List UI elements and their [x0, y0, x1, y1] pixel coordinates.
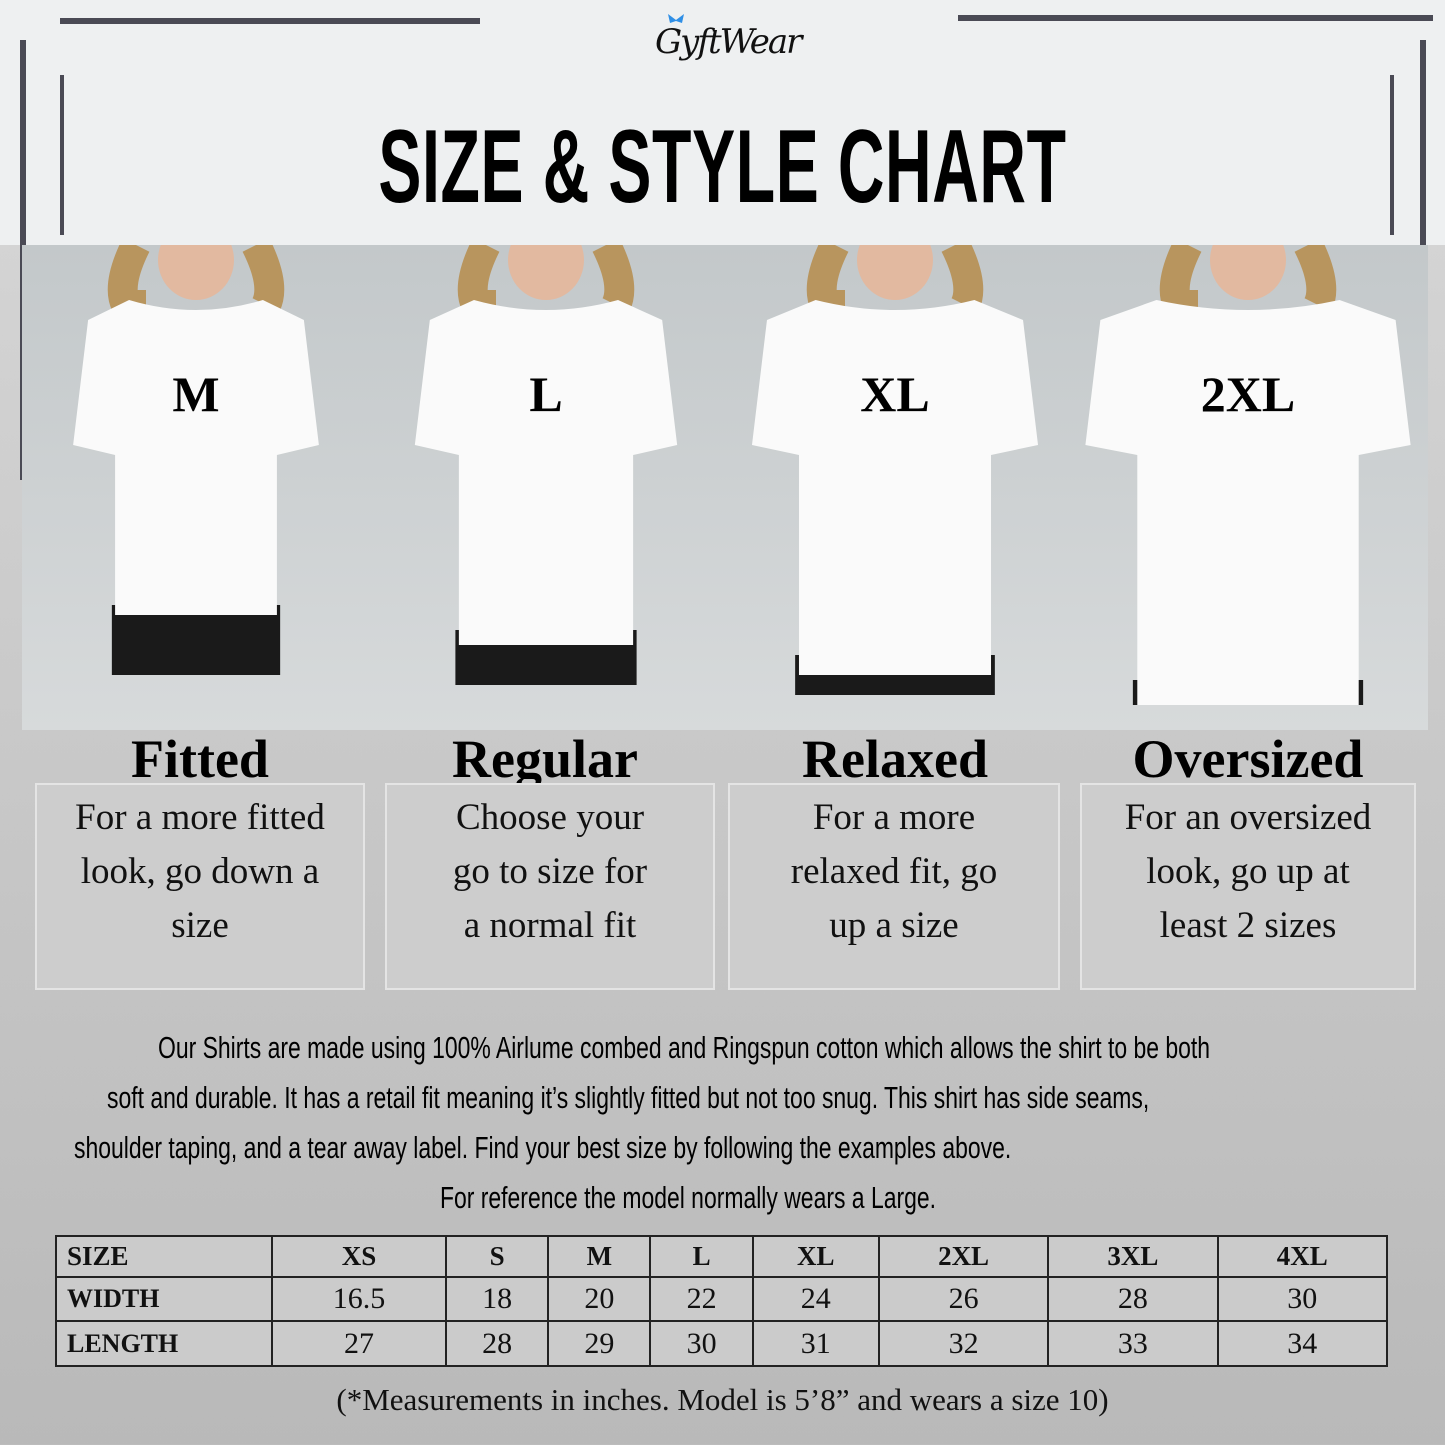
- brand-logo: [668, 14, 684, 23]
- fit-description-line: For a more: [812, 797, 976, 838]
- table-header-row: SIZE XS S M L XL 2XL 3XL 4XL: [55, 1235, 1389, 1278]
- description-line: Our Shirts are made using 100% Airlume c…: [158, 1030, 1211, 1065]
- model-photo-l: L: [370, 245, 722, 730]
- fit-description-line: size: [171, 905, 229, 946]
- page-title: SIZE & STYLE CHART: [378, 109, 1067, 225]
- size-label: M: [172, 366, 220, 422]
- table-cell: LENGTH: [55, 1320, 273, 1367]
- table-cell: 28: [445, 1320, 550, 1367]
- table-header-cell: L: [649, 1235, 754, 1278]
- model-photo-m: M: [22, 245, 370, 730]
- table-cell: 24: [751, 1275, 880, 1323]
- fit-title: Fitted: [131, 729, 269, 789]
- size-label: 2XL: [1200, 366, 1296, 422]
- table-cell: 31: [751, 1320, 880, 1367]
- frame-line: [60, 18, 480, 24]
- table-cell: 18: [445, 1275, 550, 1323]
- table-cell: 26: [877, 1275, 1050, 1323]
- description-line: soft and durable. It has a retail fit me…: [107, 1080, 1150, 1115]
- fit-title: Oversized: [1132, 729, 1364, 789]
- fit-description-line: Choose your: [455, 797, 645, 838]
- description-line: For reference the model normally wears a…: [440, 1180, 936, 1215]
- table-cell: 32: [877, 1320, 1050, 1367]
- table-row: LENGTH 27 28 29 30 31 32 33 34: [55, 1320, 1389, 1367]
- fit-description-line: look, go up at: [1146, 851, 1350, 892]
- fit-description-line: relaxed fit, go: [790, 851, 998, 892]
- frame-line: [60, 75, 64, 235]
- table-header-cell: 2XL: [877, 1235, 1050, 1278]
- fit-description: Choose your go to size for a normal fit: [385, 783, 715, 990]
- fit-description-line: up a size: [829, 905, 959, 946]
- footnote: (*Measurements in inches. Model is 5’8” …: [336, 1382, 1109, 1417]
- table-header-cell: XS: [270, 1235, 448, 1278]
- table-row: WIDTH 16.5 18 20 22 24 26 28 30: [55, 1275, 1389, 1323]
- fit-description: For a more fitted look, go down a size: [35, 783, 365, 990]
- table-header-cell: S: [445, 1235, 550, 1278]
- fit-description-line: go to size for: [452, 851, 648, 892]
- header: [0, 0, 1445, 245]
- table-cell: 30: [649, 1320, 754, 1367]
- size-table: SIZE XS S M L XL 2XL 3XL 4XL WIDTH 16.5 18 20 22 24 26 2…: [55, 1235, 1389, 1367]
- table-header-cell: 3XL: [1047, 1235, 1219, 1278]
- table-cell: 30: [1216, 1275, 1389, 1323]
- table-cell: 29: [547, 1320, 652, 1367]
- table-header-cell: M: [547, 1235, 652, 1278]
- brand-logo-text: GyftWear: [655, 22, 802, 62]
- fit-description: For an oversized look, go up at least 2 si…: [1080, 783, 1416, 990]
- size-label: XL: [860, 366, 930, 422]
- table-header-cell: XL: [751, 1235, 880, 1278]
- fit-description-line: look, go down a: [80, 851, 320, 892]
- fit-description-line: For a more fitted: [75, 797, 325, 838]
- frame-line: [1390, 75, 1394, 235]
- table-cell: 27: [270, 1320, 448, 1367]
- fit-description-line: For an oversized: [1124, 797, 1372, 838]
- table-cell: WIDTH: [55, 1275, 273, 1323]
- description-line: shoulder taping, and a tear away label. …: [74, 1130, 1012, 1165]
- table-cell: 16.5: [270, 1275, 448, 1323]
- table-cell: 28: [1047, 1275, 1219, 1323]
- frame-line: [958, 15, 1433, 21]
- table-cell: 34: [1216, 1320, 1389, 1367]
- fit-description-line: least 2 sizes: [1159, 905, 1337, 946]
- table-cell: 20: [547, 1275, 652, 1323]
- table-header-cell: SIZE: [55, 1235, 273, 1278]
- model-photo-xl: XL: [722, 245, 1068, 730]
- size-label: L: [529, 366, 563, 422]
- fit-title: Regular: [452, 729, 638, 789]
- model-photo-2xl: 2XL: [1068, 245, 1428, 730]
- fit-title: Relaxed: [802, 729, 988, 789]
- table-cell: 22: [649, 1275, 754, 1323]
- table-header-cell: 4XL: [1216, 1235, 1389, 1278]
- table-cell: 33: [1047, 1320, 1219, 1367]
- fit-description-line: a normal fit: [463, 905, 637, 946]
- fit-description: For a more relaxed fit, go up a size: [728, 783, 1060, 990]
